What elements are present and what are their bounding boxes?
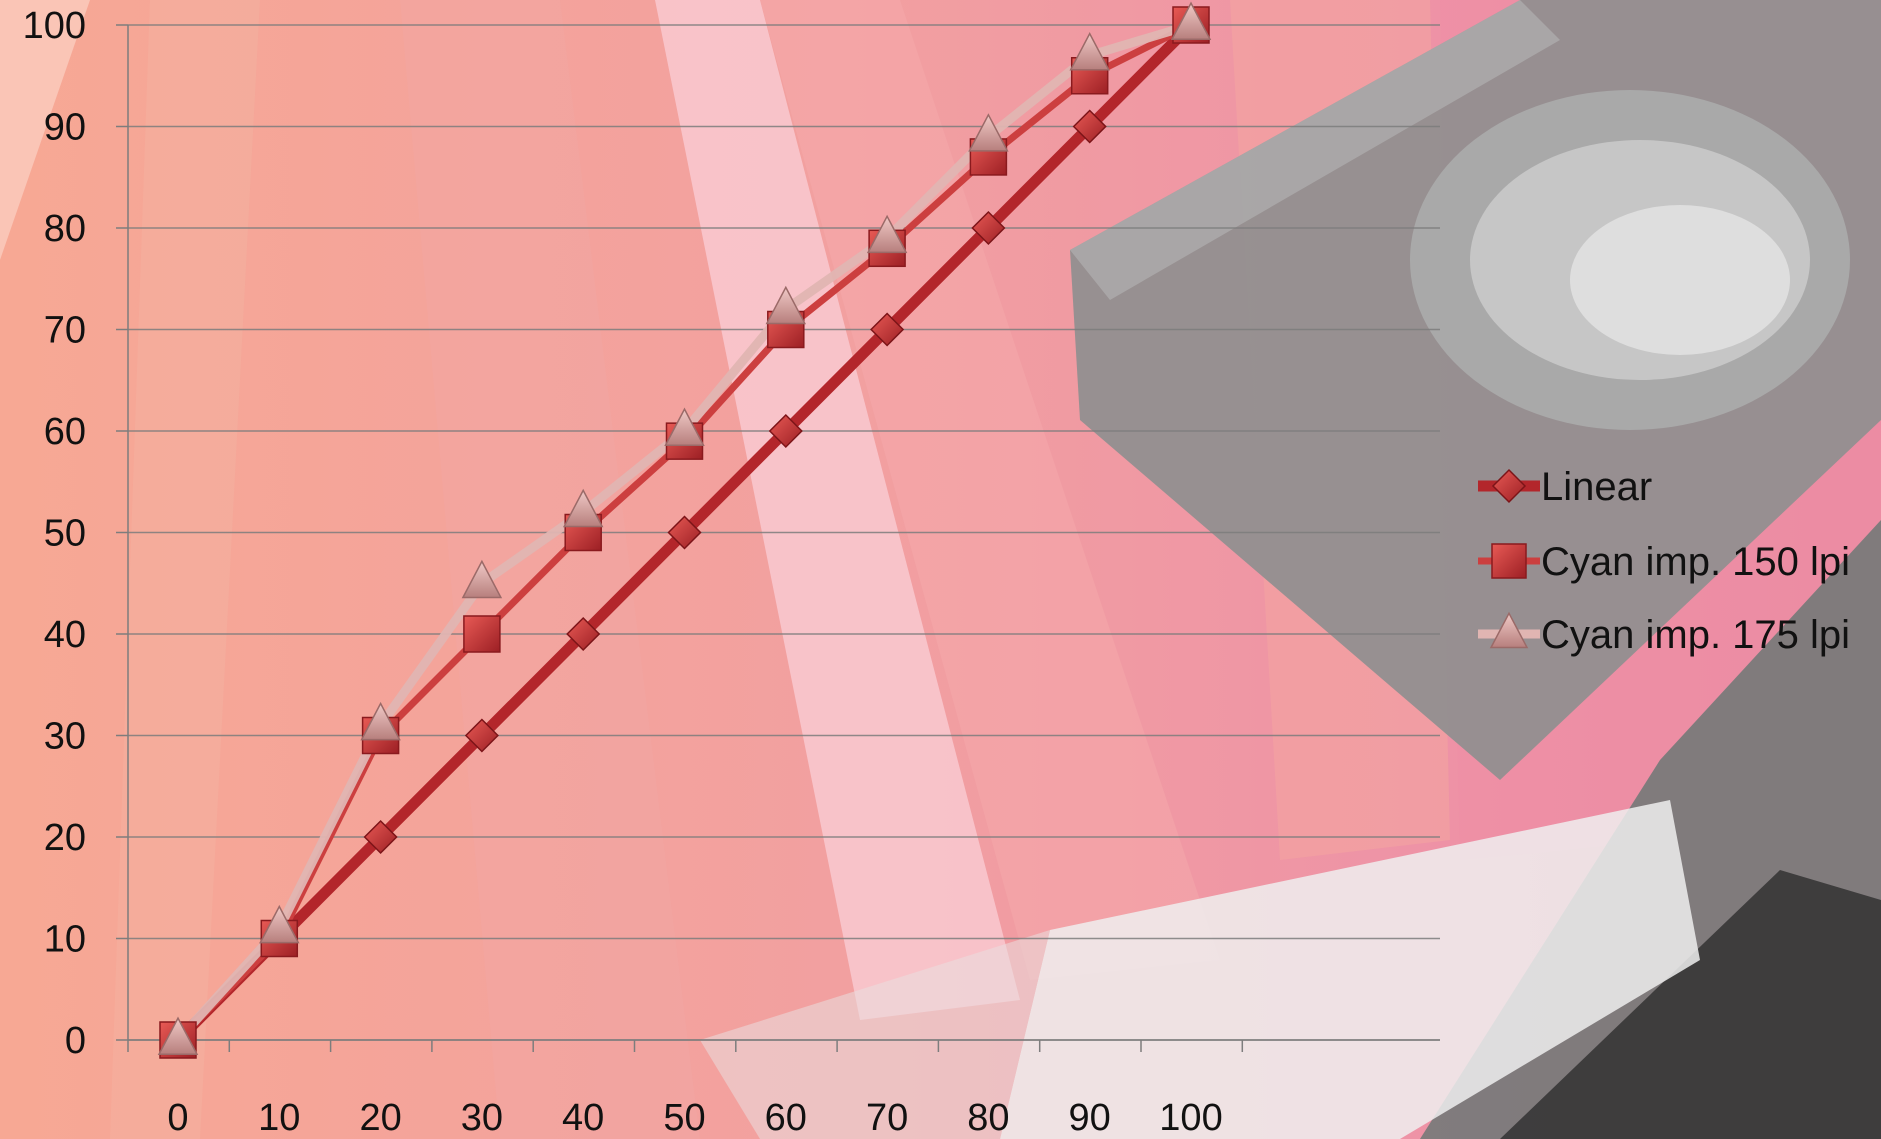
x-tick-label: 70 (866, 1097, 908, 1139)
y-tick-label: 10 (44, 919, 86, 961)
data-point-175lpi (968, 113, 1009, 152)
data-point-175lpi (259, 904, 300, 944)
data-point-150lpi (463, 615, 501, 653)
data-point-175lpi (765, 285, 807, 325)
data-point-linear (566, 616, 601, 652)
y-axis-ticks: 0 10 20 30 40 50 60 70 80 90 100 (23, 5, 86, 1062)
data-point-175lpi (664, 407, 705, 446)
legend-label: Cyan imp. 175 lpi (1541, 613, 1850, 657)
x-tick-label: 20 (359, 1097, 401, 1139)
data-point-175lpi (866, 214, 908, 254)
x-tick-label: 100 (1159, 1097, 1222, 1139)
legend-marker (1489, 611, 1529, 649)
x-tick-label: 90 (1069, 1097, 1111, 1139)
y-tick-label: 70 (44, 310, 86, 352)
x-tick-label: 60 (765, 1097, 807, 1139)
data-point-linear (667, 515, 702, 550)
x-tick-label: 40 (562, 1097, 604, 1139)
series-markers (157, 1, 1212, 1059)
data-point-linear (363, 819, 398, 855)
y-tick-label: 100 (23, 5, 86, 47)
y-tick-label: 20 (44, 817, 86, 859)
legend-label: Cyan imp. 150 lpi (1541, 540, 1850, 584)
x-tick-label: 50 (663, 1097, 705, 1139)
legend-marker (1491, 543, 1527, 579)
y-tick-label: 80 (44, 208, 86, 250)
data-point-175lpi (360, 701, 401, 741)
y-tick-label: 30 (44, 716, 86, 758)
axes (116, 24, 1440, 1052)
y-tick-label: 40 (44, 614, 86, 656)
data-point-175lpi (562, 488, 604, 528)
x-tick-label: 10 (258, 1097, 300, 1139)
data-point-linear (1072, 109, 1107, 144)
data-point-175lpi (461, 559, 503, 599)
y-tick-label: 50 (44, 513, 86, 555)
x-axis-ticks: 0 10 20 30 40 50 60 70 80 90 100 (167, 1097, 1222, 1139)
data-point-linear (464, 718, 499, 753)
data-point-175lpi (157, 1016, 199, 1055)
data-point-linear (768, 413, 803, 449)
data-point-linear (971, 210, 1006, 246)
legend-marker (1491, 468, 1527, 504)
y-tick-label: 60 (44, 411, 86, 453)
y-tick-label: 90 (44, 107, 86, 149)
x-tick-label: 80 (967, 1097, 1009, 1139)
y-tick-label: 0 (65, 1020, 86, 1062)
x-tick-label: 0 (167, 1097, 188, 1139)
legend: Linear Cyan imp. 150 lpi Cyan imp. 175 lpi (1478, 465, 1850, 657)
data-point-175lpi (1069, 31, 1110, 71)
x-tick-label: 30 (461, 1097, 503, 1139)
data-point-linear (870, 312, 905, 347)
data-point-175lpi (1170, 1, 1212, 40)
legend-label: Linear (1541, 465, 1652, 509)
